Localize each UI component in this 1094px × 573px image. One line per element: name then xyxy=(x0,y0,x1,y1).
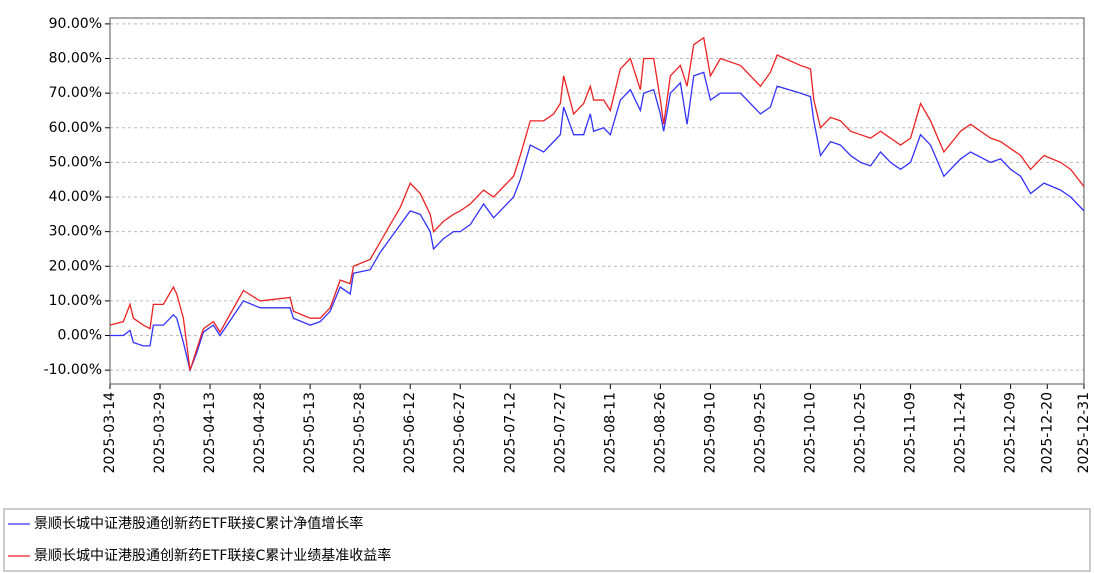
x-tick-label: 2025-10-10 xyxy=(802,392,818,473)
plot-frame xyxy=(109,17,1085,385)
series-line xyxy=(110,71,1085,373)
x-tick-label: 2025-08-11 xyxy=(602,392,618,473)
legend-label: 景顺长城中证港股通创新药ETF联接C累计净值增长率 xyxy=(34,515,363,532)
y-tick-label: 60.00% xyxy=(49,120,102,136)
x-tick-label: 2025-08-26 xyxy=(652,392,668,473)
x-tick-label: 2025-04-13 xyxy=(202,392,218,473)
x-tick-label: 2025-11-09 xyxy=(903,392,919,473)
legend-label: 景顺长城中证港股通创新药ETF联接C累计业绩基准收益率 xyxy=(34,547,391,564)
x-tick-label: 2025-11-24 xyxy=(953,392,969,473)
y-tick-label: 20.00% xyxy=(49,258,102,274)
y-tick-label: 30.00% xyxy=(49,224,102,240)
legend-box xyxy=(3,508,1091,572)
y-tick-label: 40.00% xyxy=(49,189,102,205)
y-tick-label: 80.00% xyxy=(49,51,102,67)
x-tick-label: 2025-05-13 xyxy=(302,392,318,473)
x-tick-label: 2025-03-29 xyxy=(152,392,168,473)
x-tick-label: 2025-12-09 xyxy=(1003,392,1019,473)
y-tick-label: -10.00% xyxy=(44,362,102,378)
x-tick-label: 2025-09-25 xyxy=(752,392,768,473)
y-tick-label: 10.00% xyxy=(49,293,102,309)
series-line xyxy=(109,36,1085,371)
x-tick-label: 2025-12-20 xyxy=(1039,392,1055,473)
x-tick-label: 2025-05-28 xyxy=(352,392,368,473)
x-tick-label: 2025-09-10 xyxy=(702,392,718,473)
x-tick-label: 2025-12-31 xyxy=(1076,392,1092,473)
y-tick-label: 0.00% xyxy=(58,328,102,344)
x-tick-label: 2025-04-28 xyxy=(252,392,268,473)
x-tick-label: 2025-07-27 xyxy=(552,392,568,473)
x-tick-label: 2025-06-27 xyxy=(452,392,468,473)
x-tick-label: 2025-07-12 xyxy=(502,392,518,473)
x-tick-label: 2025-06-12 xyxy=(402,392,418,473)
y-tick-label: 70.00% xyxy=(49,85,102,101)
y-tick-label: 90.00% xyxy=(49,16,102,32)
x-tick-label: 2025-03-14 xyxy=(102,392,118,473)
y-tick-label: 50.00% xyxy=(49,154,102,170)
x-tick-label: 2025-10-25 xyxy=(853,392,869,473)
